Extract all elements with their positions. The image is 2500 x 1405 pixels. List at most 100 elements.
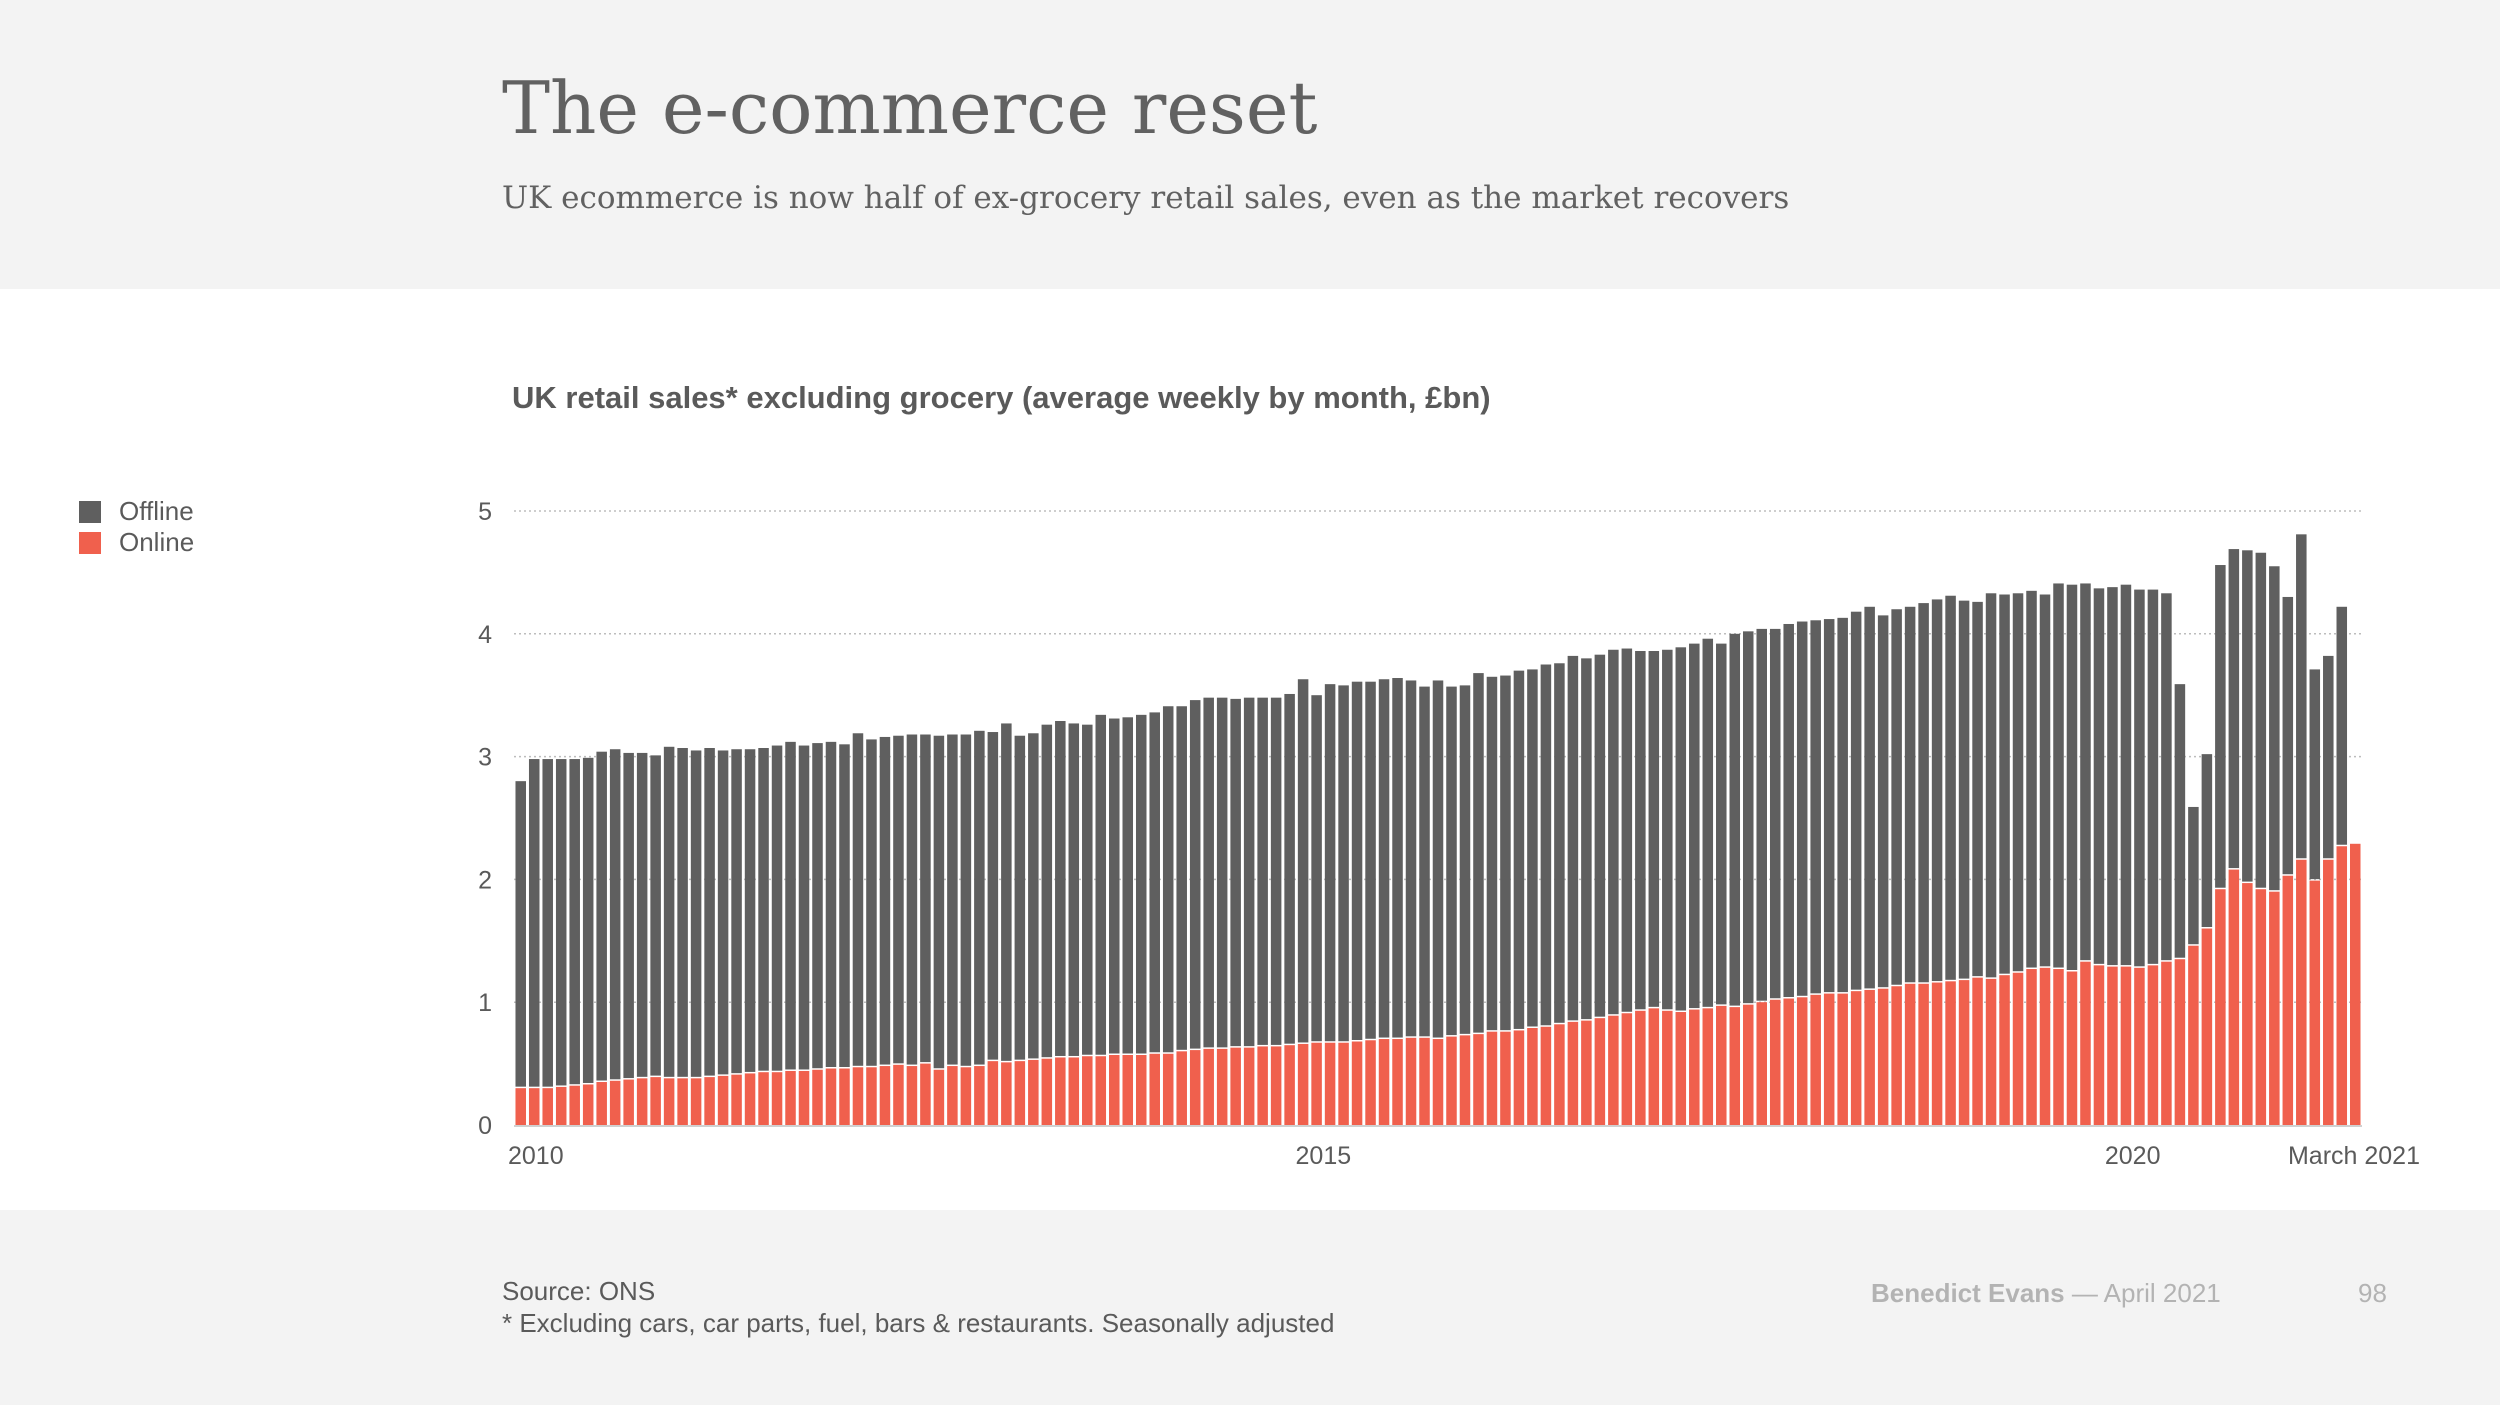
- bar-offline: [1716, 643, 1727, 1005]
- bar-online: [2134, 967, 2145, 1125]
- bar-online: [1594, 1018, 1606, 1125]
- bar-offline: [1918, 603, 1929, 983]
- bar-online: [798, 1070, 810, 1125]
- legend-swatch-offline: [79, 500, 101, 523]
- bar-online: [852, 1067, 864, 1125]
- bar-online: [2161, 961, 2172, 1125]
- x-tick-label: 2010: [508, 1142, 564, 1170]
- bar-online: [1284, 1045, 1295, 1125]
- bar-offline: [623, 752, 634, 1079]
- bar-online: [1270, 1046, 1282, 1125]
- bar-offline: [1742, 631, 1754, 1004]
- bar-offline: [1109, 718, 1120, 1054]
- bar-online: [1918, 983, 1929, 1125]
- legend-swatch-online: [79, 531, 101, 554]
- bar-offline: [1621, 648, 1633, 1012]
- bar-offline: [1176, 706, 1187, 1050]
- bar-online: [1635, 1010, 1646, 1125]
- bar-offline: [2323, 655, 2334, 859]
- bar-online: [1068, 1057, 1080, 1125]
- bar-offline: [2107, 587, 2118, 966]
- bar-online: [1082, 1056, 1093, 1125]
- y-tick-label: 2: [478, 866, 492, 894]
- bar-online: [1958, 980, 1970, 1125]
- bar-online: [1486, 1031, 1498, 1125]
- x-tick-label: March 2021: [2288, 1142, 2420, 1170]
- slide-subtitle: UK ecommerce is now half of ex-grocery r…: [502, 180, 1790, 216]
- bar-offline: [1931, 599, 1943, 982]
- bar-offline: [1378, 679, 1390, 1038]
- bar-online: [1392, 1039, 1403, 1125]
- bar-online: [2107, 966, 2118, 1125]
- bar-online: [2349, 843, 2361, 1125]
- bar-online: [1028, 1059, 1039, 1125]
- bar-online: [1014, 1061, 1026, 1125]
- bar-offline: [677, 748, 688, 1077]
- bar-offline: [2026, 590, 2037, 968]
- bar-online: [2282, 875, 2294, 1125]
- source-block: Source: ONS * Excluding cars, car parts,…: [502, 1275, 1334, 1339]
- bar-online: [1459, 1035, 1471, 1125]
- bar-online: [933, 1069, 945, 1125]
- bar-offline: [1230, 698, 1241, 1047]
- bar-online: [2012, 972, 2024, 1125]
- bar-offline: [650, 755, 661, 1076]
- bar-online: [1432, 1039, 1444, 1125]
- bar-offline: [2228, 549, 2240, 869]
- bar-offline: [2120, 584, 2132, 966]
- bar-offline: [1338, 685, 1349, 1042]
- bar-online: [2323, 859, 2334, 1125]
- bar-offline: [1985, 593, 1997, 978]
- bars: [515, 534, 2361, 1125]
- bar-online: [1446, 1036, 1457, 1125]
- bar-online: [1742, 1004, 1754, 1125]
- bar-online: [555, 1086, 567, 1125]
- bar-online: [866, 1067, 877, 1125]
- bar-online: [1716, 1005, 1727, 1125]
- author-credit: Benedict Evans — April 2021: [1871, 1278, 2221, 1309]
- bar-offline: [1432, 680, 1444, 1038]
- bar-offline: [663, 746, 675, 1077]
- y-tick-label: 4: [478, 621, 492, 649]
- bar-offline: [825, 741, 837, 1068]
- bar-online: [609, 1080, 621, 1125]
- bar-offline: [1567, 655, 1579, 1021]
- slide-title: The e-commerce reset: [502, 66, 1318, 150]
- bar-online: [1365, 1040, 1376, 1125]
- y-tick-label: 0: [478, 1112, 492, 1140]
- bar-online: [1109, 1055, 1120, 1125]
- bar-offline: [1041, 724, 1053, 1058]
- bar-offline: [1284, 693, 1295, 1044]
- bar-online: [1513, 1030, 1525, 1125]
- bar-online: [1985, 978, 1997, 1125]
- bar-offline: [569, 759, 580, 1085]
- bar-offline: [1769, 628, 1781, 999]
- bar-offline: [2282, 596, 2294, 875]
- bar-offline: [690, 750, 702, 1077]
- bar-online: [2269, 891, 2280, 1125]
- bar-offline: [2215, 565, 2226, 888]
- bar-online: [1055, 1057, 1066, 1125]
- bar-online: [1001, 1062, 1012, 1125]
- bar-online: [771, 1072, 783, 1125]
- bar-offline: [1365, 681, 1376, 1039]
- bar-online: [704, 1077, 715, 1125]
- bar-offline: [852, 733, 864, 1066]
- bar-offline: [1756, 628, 1767, 1001]
- bar-offline: [744, 749, 756, 1072]
- bar-offline: [1500, 675, 1511, 1031]
- bar-online: [650, 1077, 661, 1125]
- x-tick-label: 2015: [1296, 1142, 1352, 1170]
- bar-online: [1891, 986, 1902, 1125]
- bar-online: [2296, 859, 2307, 1125]
- legend-label-offline: Offline: [119, 496, 194, 526]
- bar-online: [717, 1075, 729, 1125]
- bar-offline: [636, 752, 648, 1077]
- bar-online: [1702, 1008, 1714, 1125]
- y-tick-label: 1: [478, 989, 492, 1017]
- bar-offline: [1135, 714, 1147, 1054]
- y-tick-label: 3: [478, 744, 492, 772]
- bar-offline: [1028, 733, 1039, 1059]
- bar-online: [1756, 1002, 1767, 1125]
- bar-offline: [1068, 723, 1080, 1056]
